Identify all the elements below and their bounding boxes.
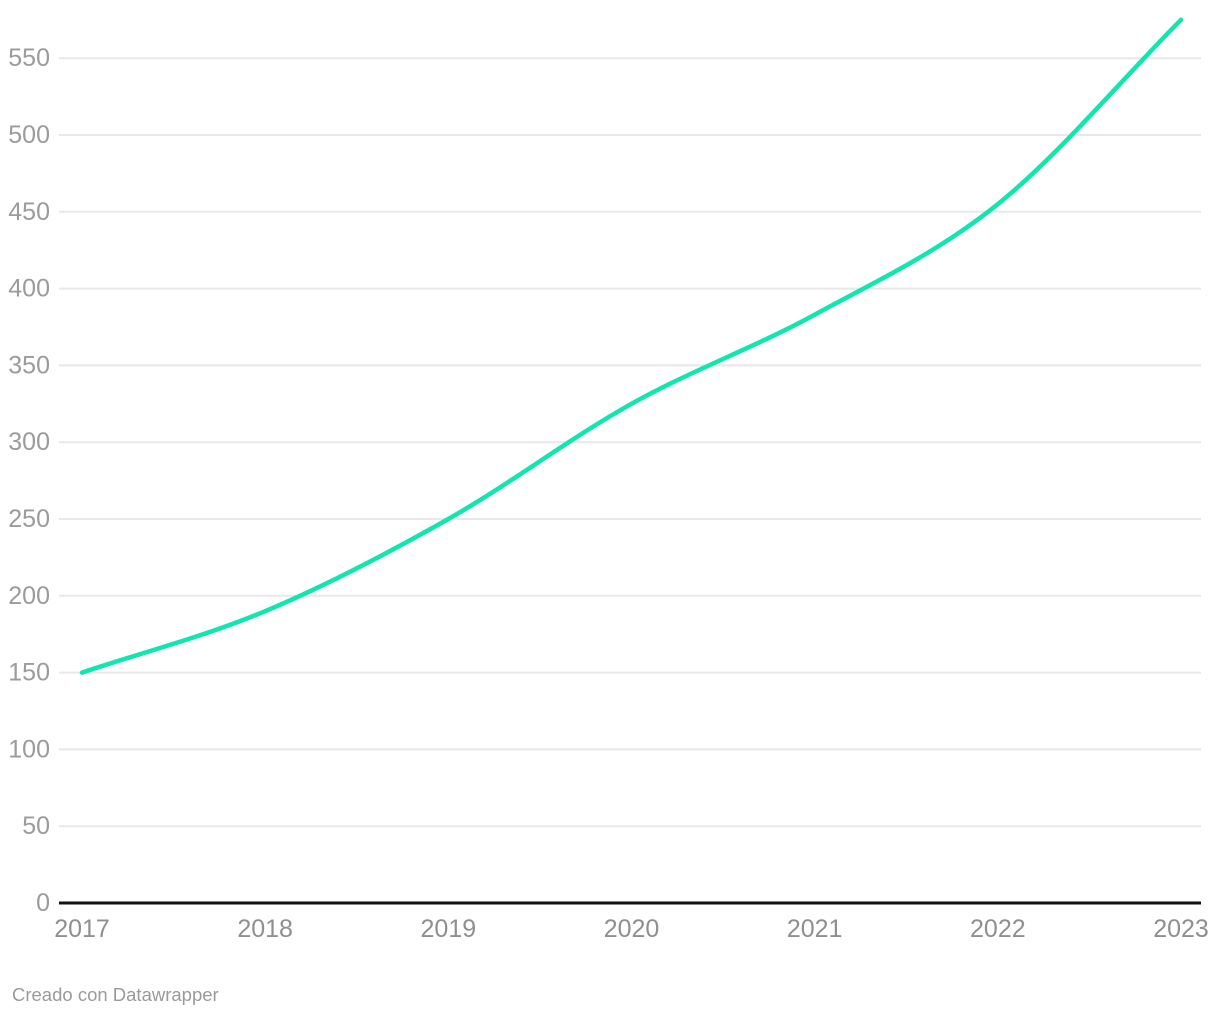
y-axis-tick-label: 400: [8, 275, 50, 303]
x-axis-tick-label: 2018: [237, 915, 293, 943]
x-axis-tick-label: 2017: [54, 915, 110, 943]
x-axis-tick-label: 2020: [604, 915, 660, 943]
y-axis-tick-label: 200: [8, 582, 50, 610]
y-axis-tick-label: 350: [8, 351, 50, 379]
y-axis-tick-label: 50: [22, 812, 50, 840]
y-axis-tick-label: 250: [8, 505, 50, 533]
y-axis-tick-label: 500: [8, 121, 50, 149]
x-axis-tick-label: 2022: [970, 915, 1026, 943]
x-axis-tick-label: 2019: [421, 915, 477, 943]
y-axis-tick-label: 100: [8, 735, 50, 763]
y-axis-tick-label: 0: [36, 889, 50, 917]
y-axis-tick-label: 550: [8, 44, 50, 72]
y-axis-tick-label: 450: [8, 198, 50, 226]
y-axis-tick-label: 300: [8, 428, 50, 456]
x-axis-tick-label: 2021: [787, 915, 843, 943]
x-axis-tick-label: 2023: [1153, 915, 1209, 943]
datawrapper-attribution-link[interactable]: Creado con Datawrapper: [12, 984, 219, 1005]
data-line-value: [79, 17, 1184, 675]
y-axis-tick-label: 150: [8, 659, 50, 687]
